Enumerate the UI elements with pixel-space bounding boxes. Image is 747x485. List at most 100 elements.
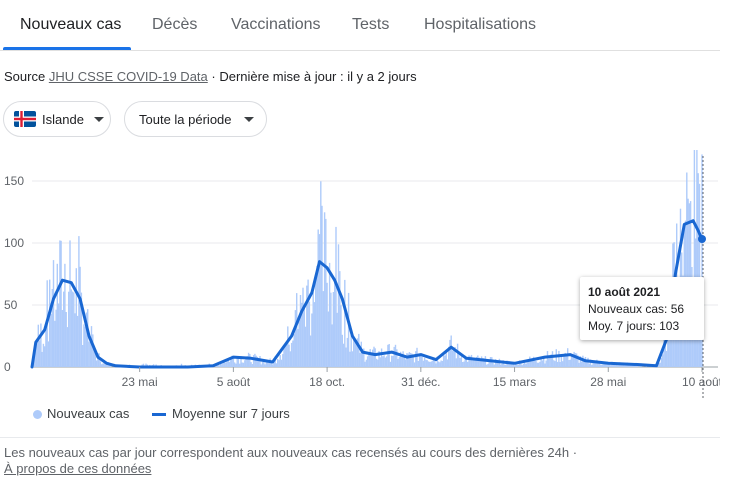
daily-bar <box>511 362 513 367</box>
daily-bar <box>377 359 379 367</box>
daily-bar <box>316 265 318 367</box>
daily-bar <box>417 361 419 367</box>
daily-bar <box>434 360 436 367</box>
daily-bar <box>532 356 535 367</box>
daily-bar <box>379 357 381 367</box>
about-data-link[interactable]: À propos de ces données <box>4 461 152 476</box>
daily-bar <box>429 361 431 367</box>
daily-bar <box>569 359 571 367</box>
daily-bar <box>226 359 228 367</box>
daily-bar <box>330 292 332 367</box>
daily-bar <box>565 356 568 367</box>
y-axis-labels: 0 50 100 150 <box>4 174 24 374</box>
tab-hospitalisations[interactable]: Hospitalisations <box>424 16 537 33</box>
daily-bar <box>180 363 183 367</box>
daily-bar <box>396 349 398 367</box>
daily-bar <box>326 282 328 367</box>
daily-bar <box>385 356 388 367</box>
daily-bar <box>297 329 299 367</box>
daily-bar <box>562 361 564 367</box>
daily-bar <box>93 345 95 367</box>
period-dropdown[interactable]: Toute la période <box>124 101 267 137</box>
daily-bar <box>426 360 428 367</box>
daily-bar <box>359 352 361 367</box>
daily-bar <box>334 278 336 367</box>
tab-deaths[interactable]: Décès <box>152 16 198 33</box>
daily-bar <box>369 349 371 367</box>
daily-bar <box>570 355 573 367</box>
daily-bar <box>550 354 552 367</box>
x-tick-label: 28 mai <box>590 375 626 389</box>
daily-bar <box>627 364 630 367</box>
daily-bar <box>59 240 61 367</box>
avg-line <box>30 219 704 369</box>
footnote-text: Les nouveaux cas par jour correspondent … <box>4 445 578 460</box>
daily-bar <box>289 351 292 367</box>
daily-bar <box>293 334 295 367</box>
daily-bar <box>524 360 526 367</box>
daily-bar <box>420 355 422 367</box>
daily-bar <box>591 364 593 367</box>
daily-bar <box>79 266 81 367</box>
source-prefix: Source <box>4 69 46 84</box>
tab-new-cases[interactable]: Nouveaux cas <box>20 16 122 33</box>
daily-bar <box>403 355 406 367</box>
daily-bar <box>635 365 637 367</box>
daily-bar <box>57 303 60 367</box>
daily-bar <box>564 352 566 367</box>
cases-chart[interactable]: 0 50 100 150 23 mai 5 août 18 oct. 31 déc. 15 m… <box>0 150 720 400</box>
daily-bar <box>472 360 474 367</box>
daily-bar <box>49 279 51 367</box>
y-tick-label: 0 <box>4 360 11 374</box>
daily-bar <box>616 363 618 367</box>
tab-vaccinations[interactable]: Vaccinations <box>231 16 321 33</box>
daily-bar <box>410 353 412 367</box>
daily-bar <box>549 357 551 367</box>
daily-bar <box>423 357 426 367</box>
daily-bar <box>42 343 45 367</box>
source-link[interactable]: JHU CSSE COVID-19 Data <box>48 69 208 84</box>
daily-bar <box>521 365 523 367</box>
chevron-down-icon <box>243 116 254 122</box>
daily-bar <box>94 351 96 367</box>
daily-bar <box>487 363 489 367</box>
daily-bar <box>83 324 85 367</box>
daily-bar <box>236 357 238 367</box>
daily-bar <box>600 364 602 367</box>
daily-bar <box>375 358 378 367</box>
country-dropdown[interactable]: Islande <box>3 101 111 137</box>
daily-bar <box>384 357 387 367</box>
daily-bar <box>603 362 606 367</box>
daily-bar <box>693 150 696 367</box>
active-tab-indicator <box>3 47 131 50</box>
daily-bar <box>239 363 241 367</box>
daily-bar <box>33 356 36 367</box>
daily-bar <box>597 361 599 367</box>
daily-bar <box>534 360 536 367</box>
daily-bar <box>427 361 430 367</box>
daily-bar <box>470 354 473 367</box>
daily-bar <box>446 359 449 367</box>
daily-bar <box>467 361 469 367</box>
daily-bar <box>227 358 229 367</box>
daily-bar <box>391 355 393 367</box>
daily-bar <box>241 362 243 367</box>
daily-bar <box>537 362 540 367</box>
tab-tests[interactable]: Tests <box>352 16 390 33</box>
daily-bar <box>308 301 311 367</box>
daily-bar <box>41 351 43 367</box>
daily-bar <box>311 313 313 367</box>
daily-bar <box>441 361 444 367</box>
daily-bar <box>541 360 544 367</box>
daily-bar <box>218 365 221 367</box>
daily-bar <box>579 356 582 367</box>
daily-bar <box>418 355 421 367</box>
daily-bar <box>373 346 375 367</box>
daily-bar <box>496 363 498 367</box>
daily-bar <box>95 360 98 367</box>
x-tick-label: 18 oct. <box>309 375 345 389</box>
daily-bar <box>545 360 547 367</box>
daily-bar <box>220 362 222 367</box>
daily-bar <box>503 364 506 367</box>
daily-bar <box>554 361 556 367</box>
